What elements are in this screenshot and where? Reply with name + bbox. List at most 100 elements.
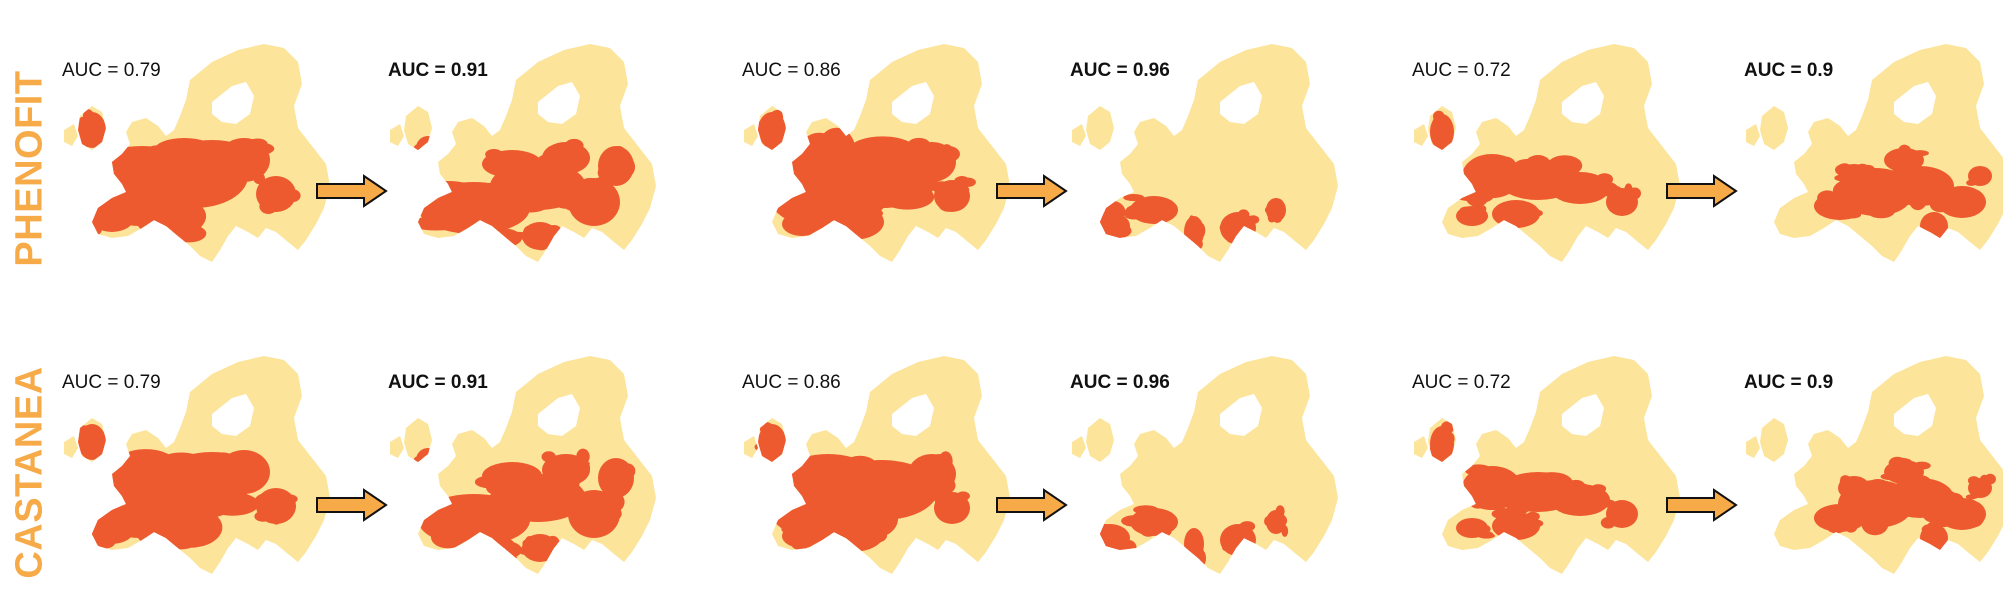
suitable-patch	[532, 546, 547, 557]
suitable-patch	[96, 208, 110, 219]
suitable-patch	[1867, 204, 1895, 219]
suitable-patch	[285, 189, 301, 202]
europe-map	[390, 356, 656, 574]
land-area	[1746, 124, 1760, 146]
land-area	[1414, 436, 1428, 458]
suitable-patch	[936, 477, 956, 494]
suitable-range	[1814, 144, 1992, 243]
suitable-patch	[1891, 457, 1912, 467]
suitable-patch	[905, 480, 928, 492]
suitable-patch	[1600, 499, 1616, 508]
suitable-patch	[1563, 181, 1587, 192]
suitable-patch	[755, 121, 766, 133]
suitable-patch	[840, 463, 875, 483]
land-area	[1760, 106, 1788, 150]
suitable-patch	[754, 442, 770, 452]
map-panel-castanea-1-before: AUC = 0.79	[62, 348, 330, 604]
baltic-sea	[1562, 394, 1604, 436]
suitable-patch	[1281, 525, 1289, 537]
arrow-shape	[1666, 174, 1738, 208]
land-area	[64, 436, 78, 458]
suitable-patch	[414, 455, 426, 463]
suitable-patch	[931, 181, 951, 194]
suitable-patch	[1608, 508, 1619, 519]
suitable-patch	[435, 513, 467, 534]
arrow-icon	[1666, 488, 1738, 522]
suitable-patch	[544, 235, 555, 248]
suitable-range	[409, 136, 636, 251]
suitable-patch	[1843, 211, 1862, 219]
land-area	[1760, 418, 1788, 462]
suitable-patch	[485, 148, 503, 160]
europe-map	[1414, 356, 1680, 574]
suitable-patch	[866, 528, 888, 543]
suitable-patch	[764, 137, 778, 152]
suitable-patch	[1264, 515, 1274, 527]
suitable-patch	[153, 539, 171, 553]
suitable-patch	[770, 444, 786, 454]
suitable-patch	[504, 546, 523, 553]
suitable-patch	[1595, 173, 1614, 186]
suitable-patch	[594, 504, 622, 523]
suitable-patch	[1600, 517, 1616, 529]
suitable-patch	[607, 468, 619, 489]
suitable-patch	[1908, 470, 1921, 479]
suitable-patch	[1898, 144, 1911, 157]
suitable-patch	[563, 198, 587, 212]
map-panel-phenofit-3-after: AUC = 0.9	[1744, 36, 2003, 292]
suitable-patch	[578, 491, 601, 508]
suitable-patch	[1121, 515, 1146, 527]
europe-map	[1414, 44, 1680, 262]
suitable-patch	[107, 524, 125, 540]
suitable-patch	[1139, 522, 1157, 537]
suitable-range	[72, 109, 301, 243]
baltic-sea	[1562, 82, 1604, 124]
suitable-patch	[1219, 222, 1235, 233]
arrow-shape	[316, 488, 388, 522]
suitable-patch	[938, 199, 958, 212]
suitable-patch	[98, 128, 109, 145]
suitable-patch	[1275, 505, 1285, 518]
suitable-patch	[1611, 199, 1622, 209]
land-area	[1414, 124, 1428, 146]
suitable-patch	[1951, 201, 1970, 211]
suitable-patch	[1092, 230, 1104, 241]
map-panel-phenofit-3-before: AUC = 0.72	[1412, 36, 1680, 292]
suitable-patch	[482, 554, 499, 564]
suitable-patch	[833, 529, 862, 540]
suitable-patch	[1189, 215, 1195, 225]
suitable-patch	[1942, 226, 1951, 240]
suitable-patch	[1967, 476, 1980, 486]
suitable-patch	[830, 227, 863, 244]
land-area	[744, 124, 758, 146]
suitable-patch	[1109, 215, 1121, 229]
suitable-patch	[564, 138, 584, 153]
map-panel-phenofit-1-before: AUC = 0.79	[62, 36, 330, 292]
suitable-patch	[1198, 223, 1206, 238]
suitable-patch	[424, 201, 460, 226]
suitable-patch	[432, 140, 443, 148]
suitable-patch	[571, 460, 591, 474]
suitable-patch	[485, 479, 502, 495]
suitable-patch	[1452, 184, 1484, 201]
suitable-patch	[1432, 110, 1445, 122]
suitable-patch	[908, 142, 929, 164]
land-area	[1072, 124, 1086, 146]
suitable-patch	[1199, 551, 1207, 566]
suitable-patch	[833, 207, 857, 220]
suitable-patch	[494, 182, 529, 209]
suitable-patch	[174, 459, 194, 471]
suitable-patch	[1566, 482, 1592, 498]
suitable-patch	[576, 448, 590, 465]
suitable-patch	[413, 466, 424, 474]
europe-map	[1746, 44, 2003, 262]
suitable-patch	[77, 439, 91, 455]
suitable-patch	[948, 504, 963, 522]
suitable-patch	[1237, 209, 1250, 221]
land-area	[64, 124, 78, 146]
suitable-patch	[934, 493, 950, 506]
suitable-patch	[524, 536, 535, 548]
arrow-icon	[1666, 174, 1738, 208]
suitable-patch	[101, 476, 137, 506]
suitable-patch	[1477, 533, 1496, 539]
